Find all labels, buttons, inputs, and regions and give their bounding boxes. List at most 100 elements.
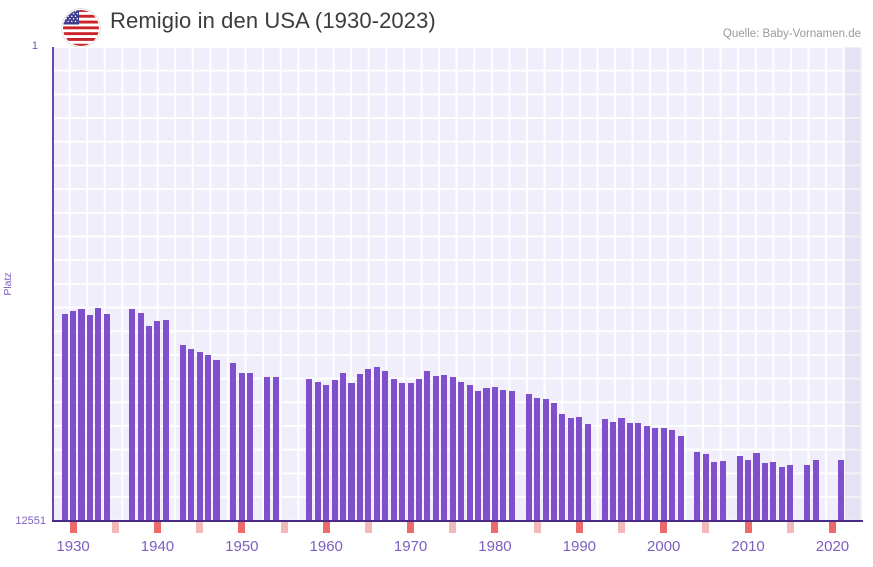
bar[interactable]	[491, 386, 498, 521]
bar[interactable]	[314, 381, 321, 521]
bar[interactable]	[787, 464, 794, 521]
bar[interactable]	[415, 378, 423, 521]
future-range-shading	[845, 47, 862, 521]
bar[interactable]	[677, 435, 684, 521]
bar[interactable]	[761, 463, 768, 521]
x-axis-tick-major	[744, 522, 752, 533]
x-axis-tick-minor	[618, 522, 626, 533]
x-axis-tick-label: 2010	[731, 538, 765, 555]
bar[interactable]	[466, 385, 473, 521]
x-axis-tick-minor	[449, 522, 457, 533]
bar[interactable]	[137, 313, 144, 521]
bar[interactable]	[356, 373, 363, 521]
bar[interactable]	[162, 320, 169, 521]
bar[interactable]	[188, 348, 195, 521]
bar[interactable]	[179, 345, 186, 521]
bar[interactable]	[340, 372, 347, 521]
x-axis-tick-minor	[533, 522, 541, 533]
bar[interactable]	[475, 390, 482, 521]
bar[interactable]	[500, 390, 507, 521]
bar[interactable]	[205, 355, 212, 521]
x-axis-tick-label: 2000	[647, 538, 681, 555]
y-axis-bottom-tick-label: 12551	[15, 515, 46, 527]
bar[interactable]	[306, 379, 313, 521]
bar[interactable]	[736, 456, 743, 521]
bar[interactable]	[458, 381, 465, 521]
bar[interactable]	[534, 397, 541, 521]
bar[interactable]	[348, 383, 355, 521]
bar[interactable]	[272, 377, 279, 521]
bar[interactable]	[441, 375, 448, 521]
bar[interactable]	[78, 308, 85, 521]
y-axis-line	[52, 47, 54, 521]
bar[interactable]	[618, 417, 625, 521]
bar[interactable]	[711, 462, 718, 521]
bar[interactable]	[804, 465, 811, 521]
bar[interactable]	[702, 454, 709, 521]
bar[interactable]	[812, 460, 819, 521]
bar[interactable]	[694, 451, 701, 521]
bar[interactable]	[331, 380, 338, 521]
bar[interactable]	[382, 370, 389, 521]
x-axis-tick-minor	[111, 522, 119, 533]
chart-header: Remigio in den USA (1930-2023) Quelle: B…	[0, 0, 873, 46]
bar[interactable]	[407, 383, 414, 521]
bar[interactable]	[584, 424, 591, 521]
bar[interactable]	[95, 308, 102, 521]
bar[interactable]	[103, 313, 110, 521]
bar[interactable]	[323, 385, 330, 521]
bar[interactable]	[525, 394, 532, 521]
bar[interactable]	[770, 461, 777, 521]
x-axis-line	[52, 520, 863, 522]
bar[interactable]	[483, 388, 490, 521]
x-axis-tick-major	[491, 522, 499, 533]
bar[interactable]	[196, 352, 203, 521]
plot-area	[52, 47, 862, 521]
bar[interactable]	[365, 368, 372, 521]
bar[interactable]	[424, 371, 431, 521]
bar[interactable]	[652, 428, 659, 521]
bar[interactable]	[390, 379, 397, 521]
bar[interactable]	[559, 414, 566, 521]
bar[interactable]	[70, 311, 77, 521]
y-axis-top-tick-label: 1	[31, 40, 38, 52]
bar[interactable]	[399, 383, 406, 521]
bar[interactable]	[432, 375, 439, 521]
bar[interactable]	[247, 372, 254, 521]
bar[interactable]	[669, 429, 676, 521]
bar[interactable]	[778, 467, 785, 521]
x-axis-tick-major	[322, 522, 330, 533]
bar[interactable]	[213, 360, 220, 521]
bar[interactable]	[61, 314, 68, 521]
bar[interactable]	[567, 418, 574, 521]
bar[interactable]	[660, 428, 667, 521]
x-axis-tick-major	[575, 522, 583, 533]
bar[interactable]	[837, 460, 844, 521]
bar[interactable]	[508, 390, 515, 521]
bar[interactable]	[449, 376, 456, 521]
bar[interactable]	[753, 453, 760, 521]
bar[interactable]	[745, 459, 752, 521]
bar[interactable]	[264, 377, 271, 521]
bar[interactable]	[635, 423, 642, 521]
bar[interactable]	[550, 403, 558, 521]
bar[interactable]	[145, 326, 153, 521]
bar[interactable]	[719, 461, 726, 521]
bar[interactable]	[373, 367, 380, 521]
x-axis-tick-minor	[786, 522, 794, 533]
bar[interactable]	[129, 308, 136, 521]
bar[interactable]	[230, 363, 237, 521]
bar[interactable]	[86, 315, 93, 521]
x-axis-tick-major	[828, 522, 836, 533]
bar[interactable]	[154, 320, 161, 521]
bar[interactable]	[626, 422, 633, 521]
bar[interactable]	[601, 419, 608, 521]
bar[interactable]	[576, 417, 583, 521]
bar[interactable]	[610, 422, 617, 521]
us-flag-icon	[62, 9, 100, 47]
bar[interactable]	[238, 372, 245, 521]
grid-lines	[52, 47, 862, 521]
bar[interactable]	[542, 398, 549, 521]
bar[interactable]	[643, 425, 650, 521]
